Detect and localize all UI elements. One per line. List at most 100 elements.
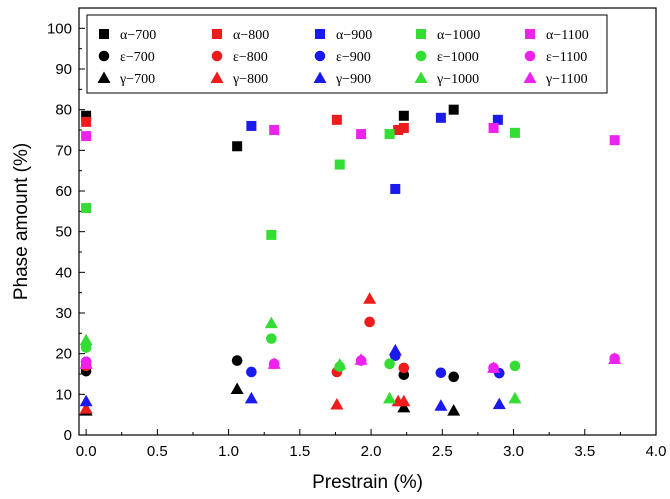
circle-data-point: [448, 371, 459, 383]
legend-triangle-marker: [313, 71, 327, 83]
x-tick-label: 2.0: [361, 443, 382, 460]
y-tick-label: 20: [55, 346, 72, 363]
legend-entry-label: α−900: [336, 28, 372, 43]
legend-triangle-marker: [210, 71, 224, 83]
square-data-point: [448, 104, 459, 115]
x-axis-label: Prestrain (%): [312, 472, 423, 493]
triangle-data-point: [264, 316, 278, 329]
data-points: [79, 104, 622, 416]
triangle-data-point: [492, 397, 506, 410]
circle-data-point: [509, 360, 521, 372]
y-tick-label: 30: [55, 305, 72, 322]
square-data-point: [393, 125, 404, 135]
legend-entry-label: γ−700: [119, 72, 155, 87]
square-data-point: [435, 112, 446, 123]
x-tick-label: 4.0: [646, 443, 667, 460]
x-tick-label: 3.5: [574, 443, 595, 460]
y-tick-label: 0: [64, 427, 72, 444]
square-data-point: [331, 114, 342, 125]
legend-entry-label: γ−800: [232, 72, 268, 87]
square-data-point: [492, 114, 503, 125]
triangle-data-point: [487, 361, 501, 373]
y-tick-label: 50: [55, 224, 72, 241]
legend-triangle-marker: [523, 71, 537, 83]
square-data-point: [509, 127, 520, 138]
legend-entry-label: ε−1100: [546, 50, 587, 65]
triangle-data-point: [447, 404, 461, 416]
legend-square-marker: [416, 29, 426, 39]
square-data-point: [81, 116, 92, 127]
y-tick-label: 80: [55, 102, 72, 119]
triangle-data-point: [383, 391, 397, 404]
triangle-data-point: [508, 391, 522, 404]
square-data-point: [81, 110, 92, 121]
triangle-data-point: [363, 292, 377, 304]
square-data-point: [398, 122, 409, 133]
legend-square-marker: [212, 29, 222, 39]
legend-entry-label: ε−700: [120, 50, 155, 65]
y-tick-label: 60: [55, 183, 72, 200]
y-tick-label: 90: [55, 61, 72, 78]
y-tick-label: 70: [55, 142, 72, 159]
triangle-data-point: [354, 353, 368, 365]
triangle-data-point: [79, 402, 93, 414]
legend-circle-marker: [415, 50, 427, 62]
x-tick-label: 1.0: [218, 443, 239, 460]
x-tick-label: 1.5: [289, 443, 310, 460]
legend-circle-marker: [314, 50, 326, 62]
x-tick-label: 3.0: [503, 443, 524, 460]
square-data-point: [390, 183, 401, 194]
legend-circle-marker: [211, 50, 223, 62]
legend-box: [86, 14, 608, 94]
legend-square-marker: [99, 29, 109, 39]
legend-square-marker: [315, 29, 325, 39]
legend-entry-label: γ−900: [335, 72, 371, 87]
legend-circle-marker: [98, 50, 110, 62]
square-data-point: [269, 125, 280, 135]
circle-data-point: [435, 367, 447, 379]
x-tick-label: 0.5: [147, 443, 168, 460]
circle-data-point: [266, 333, 277, 344]
y-tick-label: 40: [55, 264, 72, 281]
square-data-point: [384, 129, 395, 140]
triangle-data-point: [79, 357, 93, 369]
circle-data-point: [364, 316, 375, 328]
triangle-data-point: [397, 400, 411, 413]
circle-data-point: [231, 355, 243, 366]
plot-frame: [78, 7, 657, 436]
legend-entry-label: γ−1100: [545, 72, 588, 87]
legend-entry-label: ε−1000: [437, 50, 479, 65]
legend-triangle-marker: [97, 71, 111, 83]
legend-entry-label: α−1000: [437, 28, 480, 43]
triangle-data-point: [244, 391, 258, 404]
square-data-point: [609, 135, 620, 146]
triangle-data-point: [79, 394, 93, 407]
square-data-point: [81, 131, 92, 142]
y-axis-label: Phase amount (%): [11, 143, 32, 300]
x-tick-labels: 0.0 0.5 1.0 1.5 2.0 2.5 3.0 3.5 4.0: [76, 443, 667, 460]
triangle-data-point: [397, 394, 411, 407]
legend-entry-label: α−1100: [546, 28, 589, 43]
circle-data-point: [246, 366, 257, 378]
square-data-point: [398, 110, 409, 121]
legend-entry-label: γ−1000: [436, 72, 479, 87]
legend: α−700 α−800 α−900 α−1000 α−1100 ε−700 ε−800 ε−9…: [86, 14, 608, 94]
triangle-data-point: [608, 352, 622, 364]
square-data-point: [488, 122, 499, 133]
triangle-data-point: [267, 357, 281, 369]
square-data-point: [266, 229, 277, 240]
triangle-data-point: [388, 343, 402, 356]
triangle-data-point: [230, 382, 244, 395]
y-tick-label: 10: [55, 386, 72, 403]
circle-data-point: [384, 358, 395, 370]
square-data-point: [334, 159, 345, 170]
triangle-data-point: [434, 399, 448, 411]
legend-entry-label: ε−900: [336, 50, 371, 65]
y-tick-labels: 0 10 20 30 40 50 60 70 80 90 100: [47, 20, 72, 444]
square-data-point: [232, 141, 243, 152]
legend-entry-label: α−800: [233, 28, 269, 43]
x-tick-label: 0.0: [76, 443, 97, 460]
y-tick-label: 100: [47, 20, 72, 37]
legend-entry-label: ε−800: [233, 50, 268, 65]
